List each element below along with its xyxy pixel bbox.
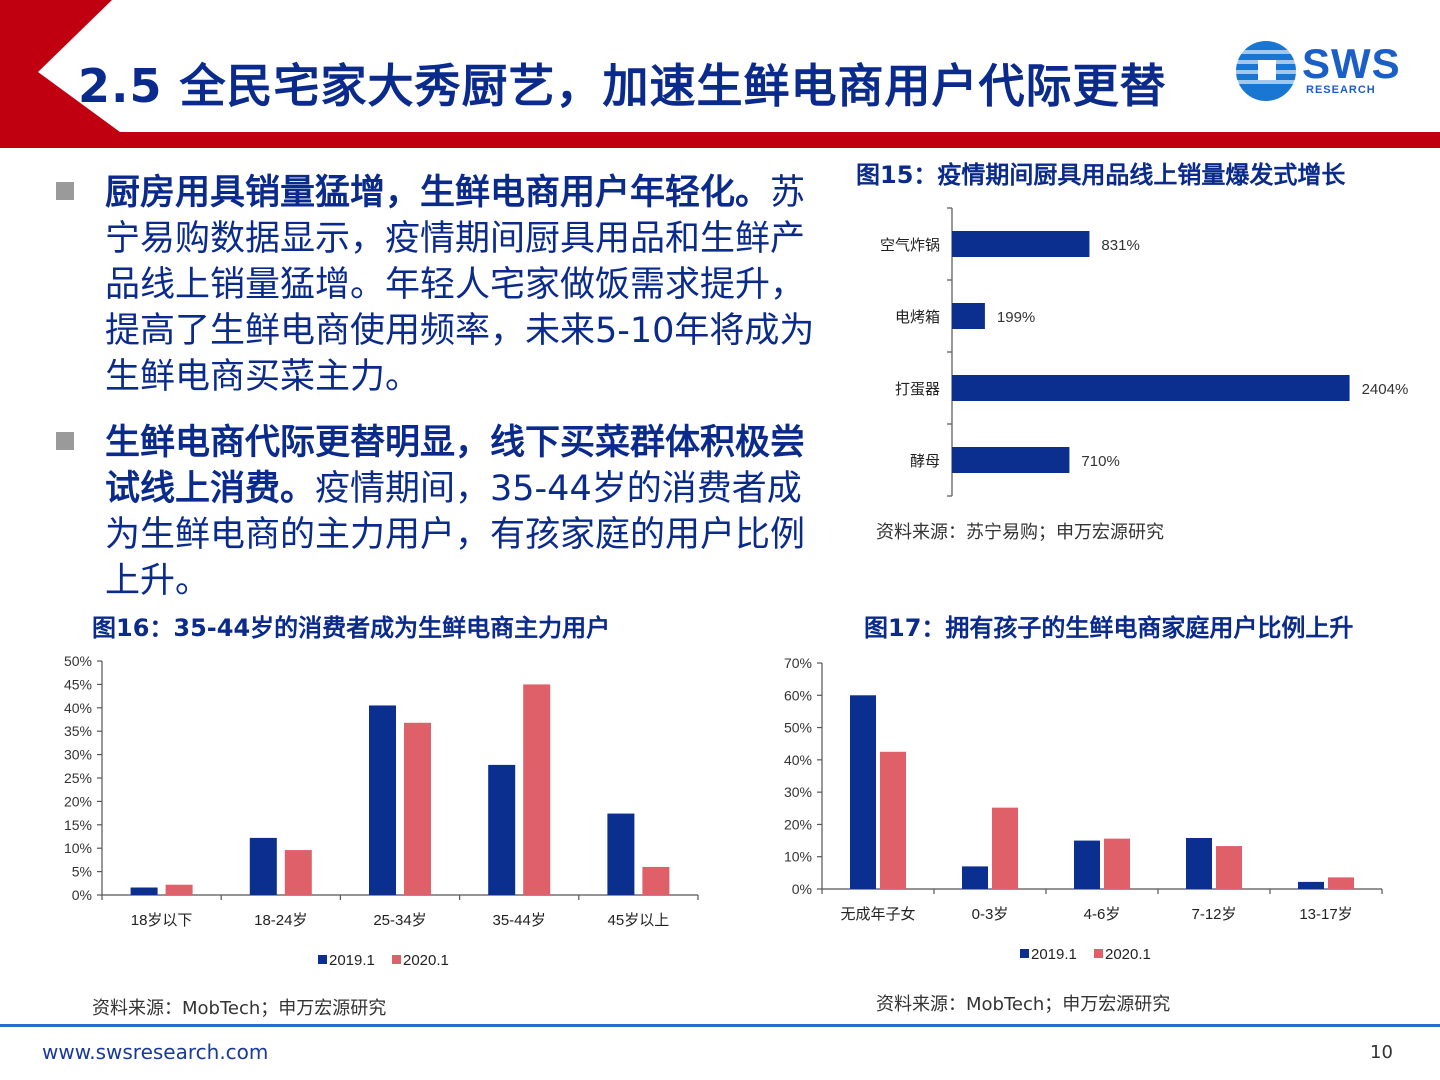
fig15-category-label: 电烤箱 xyxy=(895,309,940,326)
fig15-bar xyxy=(952,231,1090,257)
red-banner-shape xyxy=(0,0,1440,148)
fig15-bar xyxy=(952,303,985,329)
chart17-legend-swatch xyxy=(1094,949,1103,958)
fig17-source: 资料来源：MobTech；申万宏源研究 xyxy=(876,994,1171,1015)
chart16-legend-label: 2019.1 xyxy=(329,952,375,969)
chart16-y-tick-label: 20% xyxy=(64,793,92,809)
chart17-bar-2020.1 xyxy=(1104,838,1130,889)
chart17-bar-2019.1 xyxy=(850,695,876,889)
chart17-y-tick-label: 30% xyxy=(784,784,812,800)
chart17-bar-2020.1 xyxy=(992,807,1018,889)
bullet-1-text: 苏宁易购数据显示，疫情期间厨具用品和生鲜产品线上销量猛增。年轻人宅家做饭需求提升… xyxy=(105,173,815,397)
chart16-x-tick-label: 25-34岁 xyxy=(373,912,426,929)
chart16-y-tick-label: 0% xyxy=(72,887,92,903)
chart17-y-tick-label: 0% xyxy=(792,881,812,897)
chart17-bar-2019.1 xyxy=(962,866,988,889)
chart16-bar-2019.1 xyxy=(130,887,158,895)
fig16-title: 图16：35-44岁的消费者成为生鲜电商主力用户 xyxy=(92,614,611,642)
header-banner xyxy=(0,0,1440,148)
chart17-bar-2020.1 xyxy=(1216,846,1242,889)
chart17-x-tick-label: 无成年子女 xyxy=(840,905,915,923)
chart16-bar-2020.1 xyxy=(404,722,431,895)
chart16-bar-2019.1 xyxy=(249,837,277,895)
bullet-2-heading: 生鲜电商代际更替明显，线下买菜群体积极尝试线上消费。 xyxy=(105,423,806,509)
fig17-title: 图17：拥有孩子的生鲜电商家庭用户比例上升 xyxy=(864,614,1354,642)
fig15-value-label: 710% xyxy=(1081,453,1119,470)
chart16-y-tick-label: 45% xyxy=(64,676,92,692)
chart17-bar-2019.1 xyxy=(1074,840,1100,889)
chart16-legend-swatch xyxy=(318,955,327,964)
chart16-x-tick-label: 45岁以上 xyxy=(608,912,670,929)
chart17-y-tick-label: 70% xyxy=(784,655,812,671)
page-title: 2.5 全民宅家大秀厨艺，加速生鲜电商用户代际更替 xyxy=(78,59,1167,113)
chart17-bar-2019.1 xyxy=(1298,881,1324,889)
chart17-bar-2020.1 xyxy=(1328,877,1354,889)
chart17-y-tick-label: 50% xyxy=(784,720,812,736)
bullet-paragraph-1: 厨房用具销量猛增，生鲜电商用户年轻化。苏宁易购数据显示，疫情期间厨具用品和生鲜产… xyxy=(105,170,825,400)
chart16-legend-label: 2020.1 xyxy=(403,952,449,969)
fig17-chart: 0% 10% 20% 30% 40% 50% 60% 70% 无成年子女 0-3岁 4-6岁 7-12… xyxy=(784,655,1383,963)
bullet-square-icon xyxy=(56,182,74,200)
chart16-x-tick-label: 35-44岁 xyxy=(493,912,546,929)
chart17-legend-swatch xyxy=(1020,949,1029,958)
sws-logo: SWS RESEARCH xyxy=(1232,38,1412,102)
chart17-x-tick-label: 0-3岁 xyxy=(972,906,1009,923)
chart17-y-tick-label: 10% xyxy=(784,849,812,865)
footer-divider xyxy=(0,1024,1440,1027)
logo-subtext: RESEARCH xyxy=(1306,84,1376,96)
chart17-y-tick-label: 20% xyxy=(784,816,812,832)
chart16-x-tick-label: 18岁以下 xyxy=(131,912,193,929)
chart17-bar-2019.1 xyxy=(1186,837,1212,889)
chart16-bar-2020.1 xyxy=(523,684,551,895)
chart16-y-tick-label: 10% xyxy=(64,840,92,856)
chart17-y-tick-label: 60% xyxy=(784,687,812,703)
fig15-source: 资料来源：苏宁易购；申万宏源研究 xyxy=(876,522,1164,543)
logo-text: SWS xyxy=(1302,40,1401,87)
fig15-title: 图15：疫情期间厨具用品线上销量爆发式增长 xyxy=(856,161,1346,189)
chart17-x-tick-label: 13-17岁 xyxy=(1299,906,1352,923)
fig15-value-label: 199% xyxy=(997,309,1035,326)
chart16-bar-2020.1 xyxy=(284,850,312,895)
chart16-y-tick-label: 30% xyxy=(64,747,92,763)
chart17-y-tick-label: 40% xyxy=(784,752,812,768)
bullet-2-text: 疫情期间，35-44岁的消费者成为生鲜电商的主力用户，有孩家庭的用户比例上升。 xyxy=(105,469,806,601)
chart17-x-tick-label: 4-6岁 xyxy=(1084,906,1121,923)
chart16-bar-2019.1 xyxy=(607,813,635,895)
fig15-bar xyxy=(952,375,1350,401)
chart16-legend-swatch xyxy=(392,955,401,964)
fig15-category-label: 酵母 xyxy=(910,453,940,470)
chart16-bar-2020.1 xyxy=(165,884,193,895)
chart16-bar-2020.1 xyxy=(642,866,670,895)
page-number: 10 xyxy=(1370,1042,1393,1063)
fig16-source: 资料来源：MobTech；申万宏源研究 xyxy=(92,998,387,1019)
chart16-y-tick-label: 35% xyxy=(64,723,92,739)
chart17-x-tick-label: 7-12岁 xyxy=(1191,906,1236,923)
fig15-bar xyxy=(952,447,1070,473)
footer-url[interactable]: www.swsresearch.com xyxy=(42,1040,269,1064)
chart16-y-tick-label: 25% xyxy=(64,770,92,786)
chart16-y-tick-label: 40% xyxy=(64,700,92,716)
chart17-legend-label: 2020.1 xyxy=(1105,946,1151,963)
chart16-x-tick-label: 18-24岁 xyxy=(254,912,307,929)
chart16-y-tick-label: 15% xyxy=(64,817,92,833)
bullet-square-icon xyxy=(56,432,74,450)
chart17-bar-2020.1 xyxy=(880,751,906,889)
bullet-1-heading: 厨房用具销量猛增，生鲜电商用户年轻化。 xyxy=(105,173,771,213)
chart16-bar-2019.1 xyxy=(488,764,516,895)
fig15-chart: 空气炸锅 831% 电烤箱 199% 打蛋器 2404% 酵母 710% xyxy=(880,207,1409,497)
fig15-category-label: 打蛋器 xyxy=(895,381,940,398)
fig15-value-label: 2404% xyxy=(1362,381,1409,398)
chart16-y-tick-label: 50% xyxy=(64,653,92,669)
banner-cut xyxy=(1210,110,1440,132)
fig15-value-label: 831% xyxy=(1101,237,1139,254)
bullet-paragraph-2: 生鲜电商代际更替明显，线下买菜群体积极尝试线上消费。疫情期间，35-44岁的消费… xyxy=(105,420,825,604)
chart16-y-tick-label: 5% xyxy=(72,864,92,880)
sws-globe-icon xyxy=(1236,41,1296,101)
fig16-chart: 0% 5% 10% 15% 20% 25% 30% 35% 40% 45% 50% 18岁以下 18-2… xyxy=(64,653,699,969)
chart17-legend-label: 2019.1 xyxy=(1031,946,1077,963)
chart16-bar-2019.1 xyxy=(369,705,396,895)
fig15-category-label: 空气炸锅 xyxy=(880,237,940,254)
